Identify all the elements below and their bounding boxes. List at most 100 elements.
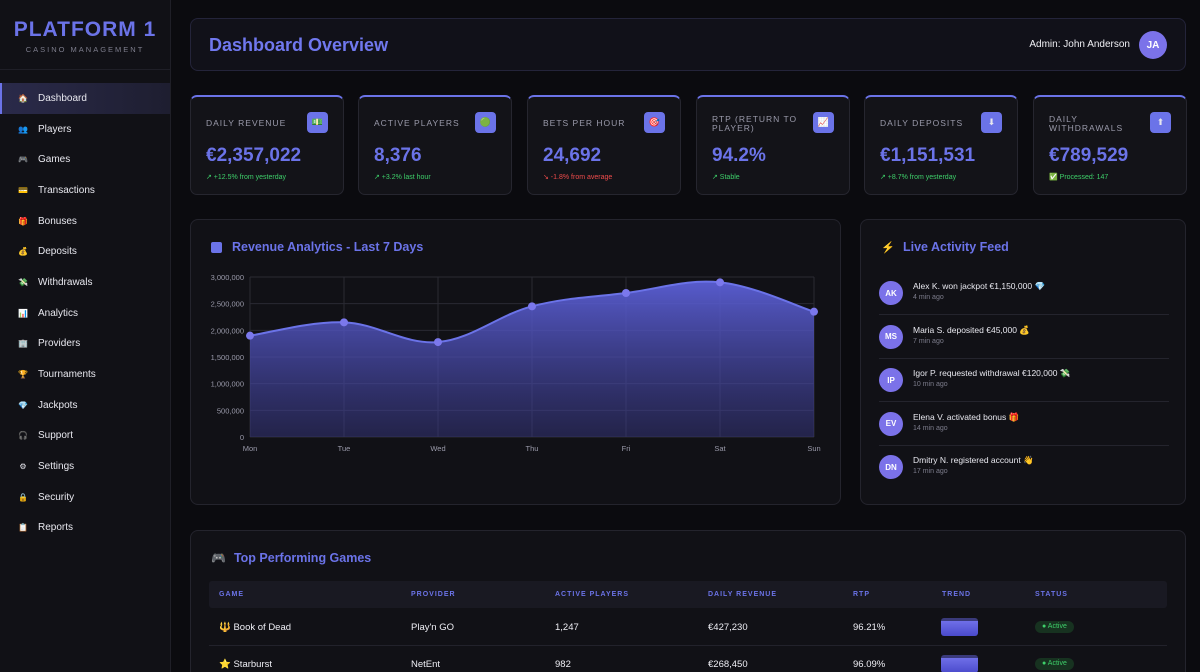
sidebar-item-games[interactable]: 🎮 Games	[0, 144, 170, 175]
lock-icon: 🔒	[18, 492, 28, 502]
sidebar-item-deposits[interactable]: 💰 Deposits	[0, 236, 170, 267]
trophy-icon: 🏆	[18, 370, 28, 380]
feed-item: DN Dmitry N. registered account 👋 17 min a…	[879, 455, 1169, 498]
y-tick-label: 3,000,000	[211, 273, 244, 282]
brand-title: PLATFORM 1	[13, 18, 157, 41]
revenue-panel: Revenue Analytics - Last 7 Days 0 500,000…	[190, 219, 841, 505]
sidebar-item-transactions[interactable]: 💳 Transactions	[0, 175, 170, 206]
sidebar-item-label: Settings	[38, 461, 75, 473]
clipboard-icon: 📋	[18, 523, 28, 533]
x-tick-label: Fri	[622, 444, 631, 453]
target-icon: 🎯	[644, 112, 665, 133]
money-wings-icon: 💸	[18, 277, 28, 287]
cell-revenue: €268,450	[708, 659, 748, 670]
column-header-active-players[interactable]: ACTIVE PLAYERS	[555, 591, 630, 598]
sidebar-item-providers[interactable]: 🏢 Providers	[0, 329, 170, 360]
stat-change: ↗ Stable	[712, 174, 740, 181]
feed-item: MS Maria S. deposited €45,000 💰 7 min ago	[879, 324, 1169, 368]
stat-change: ↗ +3.2% last hour	[374, 174, 431, 181]
home-icon: 🏠	[18, 93, 28, 103]
cell-game: ⭐ Starburst	[219, 659, 273, 670]
sidebar-item-label: Reports	[38, 522, 74, 534]
table-row[interactable]: 🔱 Book of Dead Play'n GO 1,247 €427,230 96.2…	[209, 609, 1167, 646]
sidebar-item-label: Support	[38, 430, 74, 442]
feed-text: Alex K. won jackpot €1,150,000 💎	[913, 281, 1046, 291]
feed-time: 17 min ago	[913, 468, 948, 475]
chart-icon: 📊	[18, 308, 28, 318]
sidebar-item-jackpots[interactable]: 💎 Jackpots	[0, 390, 170, 421]
sidebar-item-label: Deposits	[38, 246, 77, 258]
globe-icon: 🟢	[475, 112, 496, 133]
sidebar-item-reports[interactable]: 📋 Reports	[0, 513, 170, 544]
feed-time: 10 min ago	[913, 381, 948, 388]
feed-divider	[879, 357, 1169, 359]
stat-value: €1,151,531	[880, 145, 976, 166]
y-tick-label: 1,000,000	[211, 380, 244, 389]
status-badge: ● Active	[1035, 658, 1074, 670]
sidebar-item-label: Bonuses	[38, 215, 77, 227]
column-header-daily-revenue[interactable]: DAILY REVENUE	[708, 591, 778, 598]
column-header-trend[interactable]: TREND	[942, 591, 972, 598]
sidebar-item-security[interactable]: 🔒 Security	[0, 482, 170, 513]
sidebar-item-players[interactable]: 👥 Players	[0, 114, 170, 145]
feed-avatar: EV	[879, 411, 903, 436]
trend-chart-icon: 📈	[813, 112, 834, 133]
y-tick-label: 0	[240, 433, 244, 442]
stat-card: DAILY REVENUE 💵 €2,357,022 ↗ +12.5% from ye…	[190, 95, 344, 195]
stat-label: ACTIVE PLAYERS	[374, 118, 460, 128]
sidebar-item-bonuses[interactable]: 🎁 Bonuses	[0, 206, 170, 237]
stat-card: DAILY DEPOSITS ⬇ €1,151,531 ↗ +8.7% from ye…	[864, 95, 1018, 195]
y-tick-label: 2,000,000	[211, 326, 244, 335]
sidebar-item-withdrawals[interactable]: 💸 Withdrawals	[0, 267, 170, 298]
trend-sparkline	[941, 618, 978, 636]
column-header-game[interactable]: GAME	[219, 591, 244, 598]
stat-card: RTP (RETURN TO PLAYER) 📈 94.2% ↗ Stable	[696, 95, 850, 195]
table-header: GAME PROVIDER ACTIVE PLAYERS DAILY REVENUE R…	[209, 581, 1167, 608]
sidebar-item-dashboard[interactable]: 🏠 Dashboard	[0, 83, 170, 114]
stat-label: DAILY WITHDRAWALS	[1049, 114, 1124, 133]
column-header-rtp[interactable]: RTP	[853, 591, 870, 598]
sidebar-item-analytics[interactable]: 📊 Analytics	[0, 298, 170, 329]
feed-avatar: MS	[879, 324, 903, 349]
table-row[interactable]: ⭐ Starburst NetEnt 982 €268,450 96.09% ● Acti…	[209, 646, 1167, 672]
cell-players: 1,247	[555, 622, 579, 633]
sidebar-item-settings[interactable]: ⚙ Settings	[0, 451, 170, 482]
data-point	[340, 318, 348, 327]
stat-value: 24,692	[543, 145, 602, 166]
cell-players: 982	[555, 659, 571, 670]
activity-feed-panel: ⚡ Live Activity Feed AK Alex K. won jackp…	[860, 219, 1186, 505]
feed-item: IP Igor P. requested withdrawal €120,000 …	[879, 368, 1169, 411]
page-header: Dashboard Overview Admin: John Anderson …	[190, 18, 1186, 71]
stat-change: ↘ -1.8% from average	[543, 174, 613, 181]
brand: PLATFORM 1 CASINO MANAGEMENT	[0, 0, 170, 70]
feed-text: Elena V. activated bonus 🎁	[913, 411, 1020, 422]
stat-label: BETS PER HOUR	[543, 118, 626, 128]
feed-item: EV Elena V. activated bonus 🎁 14 min ago	[879, 411, 1169, 455]
card-icon: 💳	[18, 185, 28, 195]
building-icon: 🏢	[18, 339, 28, 349]
sidebar-item-tournaments[interactable]: 🏆 Tournaments	[0, 359, 170, 390]
sidebar-item-label: Security	[38, 491, 75, 503]
x-tick-label: Tue	[338, 444, 351, 453]
x-tick-label: Thu	[526, 444, 539, 453]
admin-name: Admin: John Anderson	[1029, 39, 1130, 50]
chart-square-icon	[211, 241, 222, 253]
sidebar-item-support[interactable]: 🎧 Support	[0, 421, 170, 452]
sidebar-item-label: Tournaments	[38, 369, 96, 381]
stat-change: ✅ Processed: 147	[1049, 174, 1109, 181]
users-icon: 👥	[18, 124, 28, 134]
activity-feed-title: ⚡ Live Activity Feed	[881, 240, 1009, 254]
revenue-panel-title: Revenue Analytics - Last 7 Days	[211, 240, 423, 254]
stat-card: DAILY WITHDRAWALS ⬆ €789,529 ✅ Processed: 1…	[1033, 95, 1187, 195]
stat-value: 94.2%	[712, 145, 766, 166]
avatar[interactable]: JA	[1139, 31, 1167, 59]
x-tick-label: Mon	[243, 444, 258, 453]
sidebar-nav: 🏠 Dashboard 👥 Players 🎮 Games 💳 Transactions 🎁 Bo…	[0, 83, 170, 543]
revenue-area	[250, 281, 814, 437]
cell-rtp: 96.09%	[853, 659, 886, 670]
feed-time: 14 min ago	[913, 424, 948, 432]
column-header-status[interactable]: STATUS	[1035, 591, 1068, 598]
sidebar: PLATFORM 1 CASINO MANAGEMENT 🏠 Dashboard 👥…	[0, 0, 171, 672]
column-header-provider[interactable]: PROVIDER	[411, 591, 456, 598]
down-arrow-icon: ⬇	[981, 112, 1002, 133]
